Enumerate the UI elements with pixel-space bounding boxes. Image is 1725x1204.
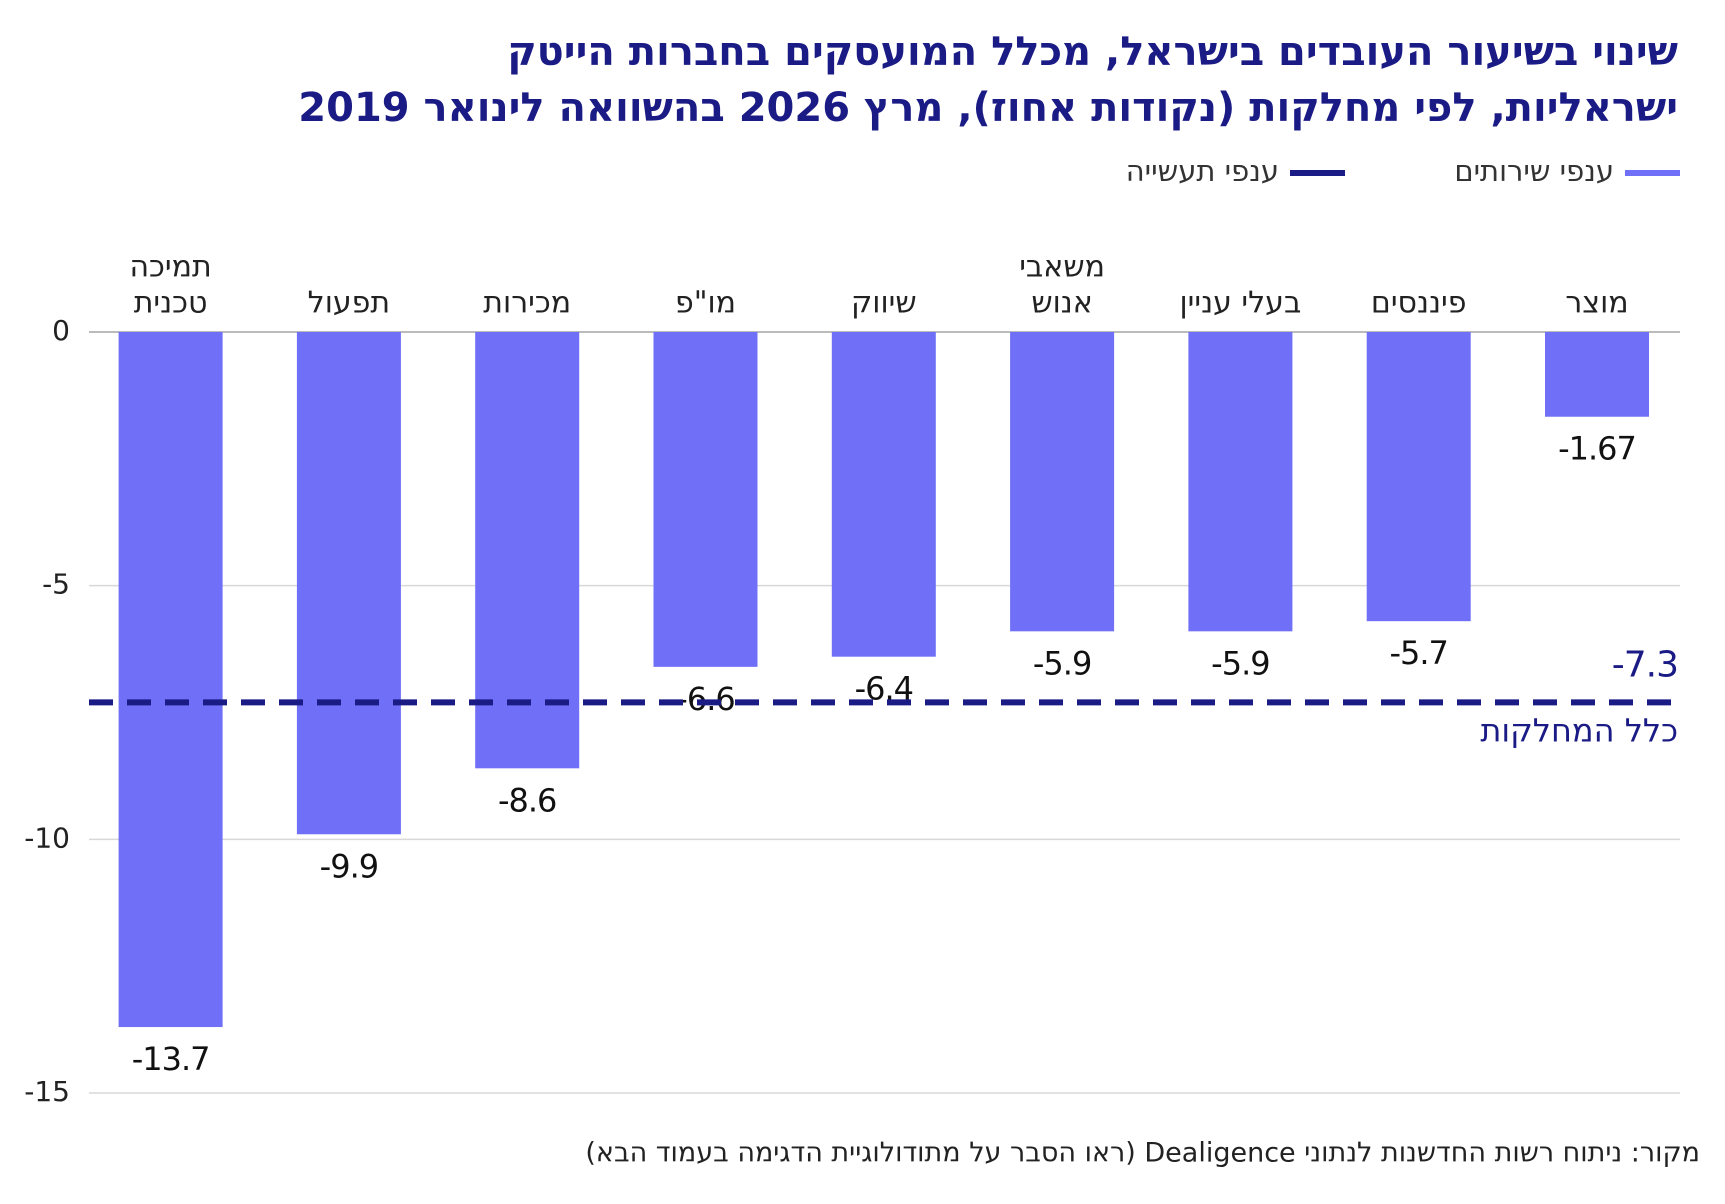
x-tick-label: מו"פ <box>675 286 736 321</box>
source: מקור: ניתוח רשות החדשנות לנתוני Dealigen… <box>585 1138 1700 1169</box>
y-tick-label: -10 <box>24 821 70 854</box>
chart-title: ישראליות, לפי מחלקות (נקודות אחוז), מרץ … <box>298 85 1678 131</box>
bar <box>653 332 758 667</box>
bar <box>831 332 936 657</box>
value-label: -8.6 <box>498 781 556 819</box>
bar <box>1366 332 1471 622</box>
bar <box>1188 332 1293 632</box>
x-tick-label: תפעול <box>308 286 390 321</box>
legend-label: ענפי תעשייה <box>1126 154 1279 188</box>
x-tick-label: שיווק <box>851 286 917 321</box>
bar <box>296 332 401 835</box>
value-label: -5.7 <box>1389 634 1447 672</box>
x-tick-label: משאבי <box>1019 250 1105 285</box>
x-tick-label: טכנית <box>134 286 208 321</box>
value-label: -1.67 <box>1558 430 1636 468</box>
value-label: -5.9 <box>1033 644 1091 682</box>
bar <box>1010 332 1115 632</box>
x-tick-label: אנוש <box>1031 286 1093 321</box>
x-tick-label: פיננסים <box>1371 286 1467 321</box>
x-tick-label: מכירות <box>483 286 571 321</box>
bar <box>475 332 580 769</box>
value-label: -13.7 <box>132 1040 210 1078</box>
reference-value: -7.3 <box>1612 644 1678 685</box>
chart-title: שינוי בשיעור העובדים בישראל, מכלל המועסק… <box>507 29 1678 75</box>
bar <box>1545 332 1649 417</box>
x-tick-label: מוצר <box>1565 286 1628 321</box>
y-tick-label: -5 <box>42 568 70 601</box>
value-label: -5.9 <box>1211 644 1269 682</box>
value-label: -9.9 <box>320 847 378 885</box>
y-tick-label: 0 <box>52 314 70 347</box>
reference-label: כלל המחלקות <box>1480 711 1678 749</box>
x-tick-label: בעלי עניין <box>1179 286 1301 321</box>
legend-label: ענפי שירותים <box>1454 154 1614 188</box>
y-tick-label: -15 <box>24 1075 70 1108</box>
value-label: -6.6 <box>676 680 734 718</box>
x-tick-label: תמיכה <box>129 250 211 285</box>
bar <box>118 332 223 1028</box>
